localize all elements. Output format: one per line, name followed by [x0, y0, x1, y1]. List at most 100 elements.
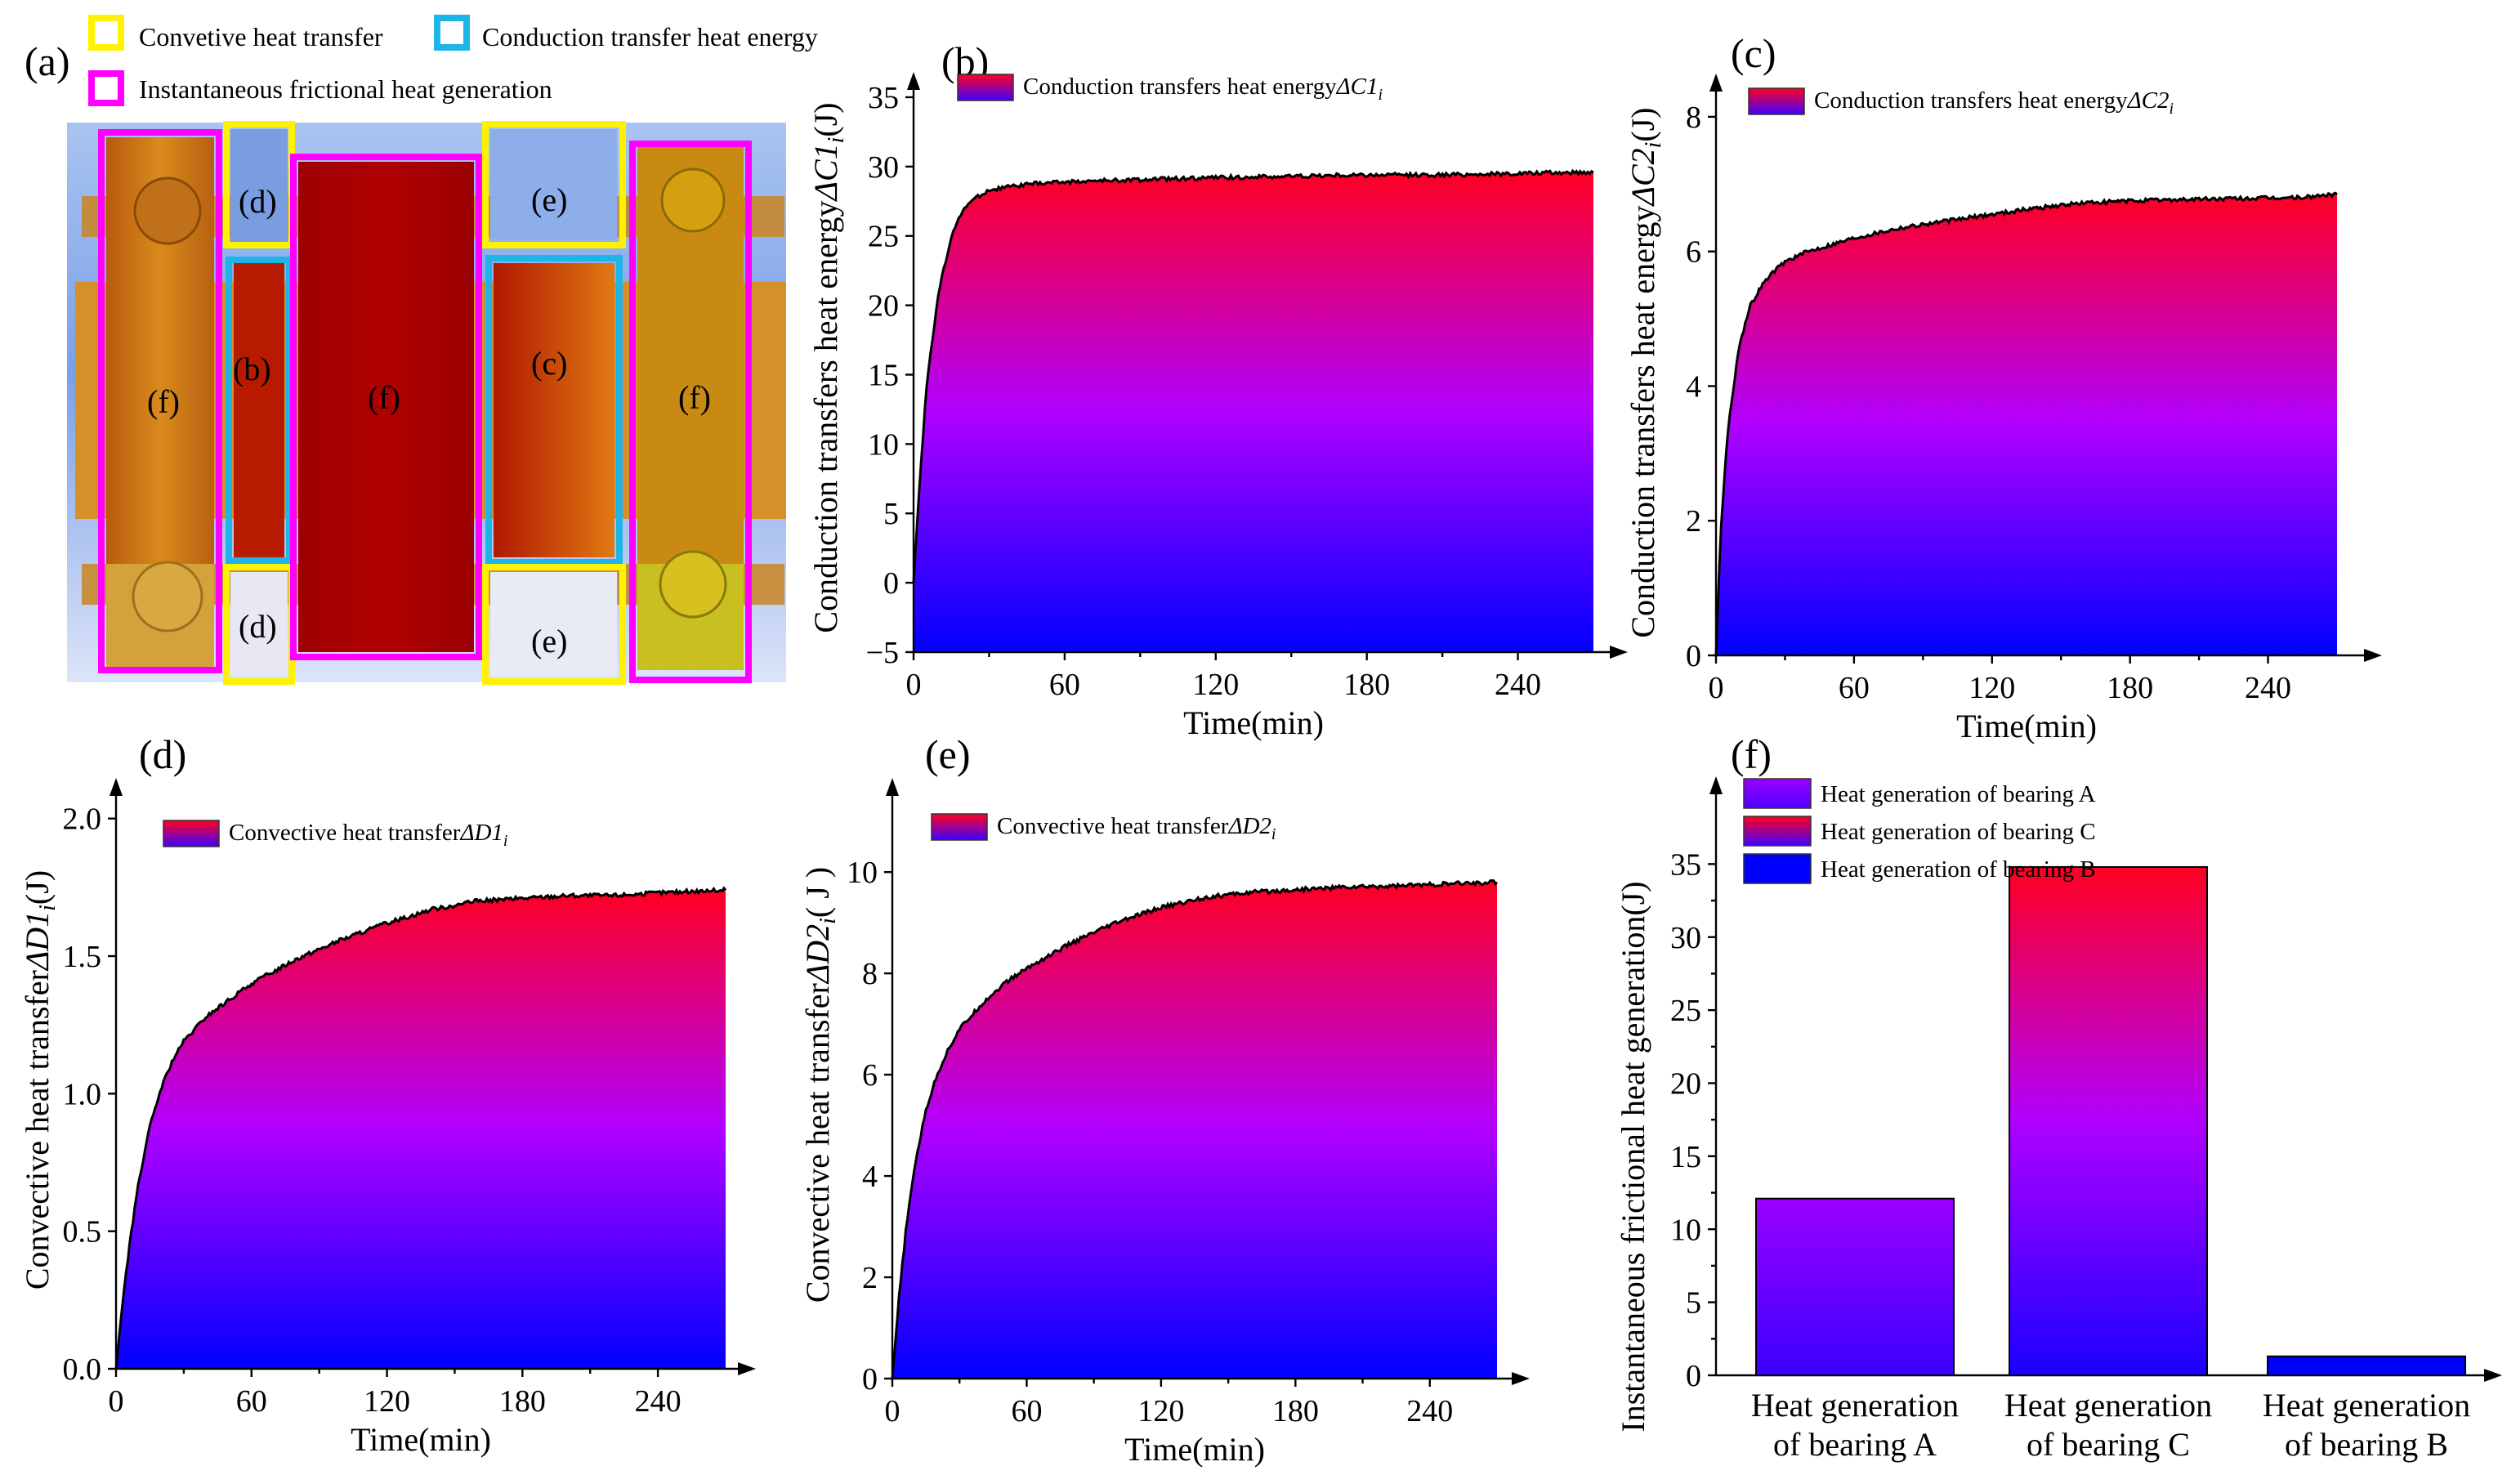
legend-label-f-0: Heat generation of bearing A — [1821, 781, 2096, 807]
x-category-label-line2: of bearing A — [1773, 1426, 1937, 1463]
label-f-left: (f) — [147, 383, 180, 420]
ball-left-bottom — [132, 561, 203, 632]
region-b — [234, 263, 284, 557]
x-category-label-line2: of bearing C — [2027, 1426, 2190, 1463]
x-category-label-line1: Heat generation — [2263, 1387, 2470, 1424]
y-tick-label-d: 0.0 — [63, 1352, 102, 1387]
legend-label-f-1: Heat generation of bearing C — [1821, 819, 2096, 845]
legend-label-f-2: Heat generation of bearing B — [1821, 856, 2096, 883]
x-axis-arrow-d — [738, 1362, 756, 1375]
x-tick-label-e: 120 — [1137, 1394, 1184, 1428]
legend-swatch-c — [1748, 87, 1805, 115]
region-d-top — [230, 129, 288, 242]
x-tick-label-c: 0 — [1709, 671, 1724, 705]
x-tick-label-d: 120 — [364, 1384, 410, 1419]
y-axis-label-c: Conduction transfers heat energyΔC2i(J) — [1624, 107, 1666, 637]
box-conduction-c — [485, 255, 623, 565]
legend-label-c: Conduction transfers heat energyΔC2i — [1814, 87, 2174, 118]
y-tick-label-c: 8 — [1686, 101, 1701, 135]
x-tick-label-c: 60 — [1839, 671, 1870, 705]
bar-B — [2267, 1355, 2466, 1376]
box-friction-center — [290, 154, 482, 660]
ball-left-top — [133, 177, 202, 245]
x-tick-label-b: 60 — [1049, 668, 1080, 702]
x-tick-label-d: 180 — [499, 1384, 546, 1419]
x-axis-arrow-b — [1610, 646, 1628, 659]
y-tick-label-b: 5 — [883, 497, 899, 531]
x-axis-label-e: Time(min) — [1124, 1431, 1265, 1468]
y-tick-label-e: 4 — [862, 1160, 878, 1194]
legend-swatch-f-0 — [1743, 778, 1812, 809]
panel-a: (a) Convetive heat transfer Conduction t… — [25, 15, 818, 685]
chart-b: 0 60 120 180 240−505101520253035Time(min)Con… — [807, 72, 1628, 741]
panel-c-label: (c) — [1731, 30, 1776, 76]
area-line-e — [891, 878, 1499, 1379]
region-d-bottom — [230, 572, 288, 677]
area-line-c — [1714, 191, 2338, 656]
x-tick-label-e: 0 — [885, 1394, 900, 1428]
y-tick-label-b: 30 — [868, 150, 899, 185]
legend-conduction-swatch — [434, 15, 470, 51]
label-f-right: (f) — [678, 379, 711, 416]
y-tick-label-e: 10 — [847, 856, 878, 890]
x-tick-label-e: 60 — [1011, 1394, 1042, 1428]
y-axis-label-e: Convective heat transferΔD2i( J ) — [799, 867, 841, 1303]
area-fill-e — [892, 880, 1497, 1379]
y-tick-label-d: 1.0 — [63, 1077, 102, 1111]
legend-convective-swatch — [88, 15, 124, 51]
y-tick-label-f: 20 — [1670, 1067, 1701, 1102]
x-tick-label-b: 120 — [1192, 668, 1239, 702]
x-tick-label-e: 240 — [1406, 1394, 1453, 1428]
y-axis-arrow-e — [886, 778, 899, 796]
box-convective-e-top — [482, 121, 626, 248]
ball-right-top — [660, 168, 726, 233]
x-axis-arrow-c — [2364, 649, 2382, 662]
area-fill-d — [116, 887, 726, 1369]
region-e-top — [490, 129, 617, 239]
x-axis-arrow-f — [2484, 1369, 2502, 1382]
y-tick-label-b: 20 — [868, 289, 899, 324]
chart-c: 0 60 120 180 240 0 2 4 6 8 Time(min) Conduction tra… — [1624, 74, 2382, 744]
y-tick-label-e: 6 — [862, 1058, 878, 1093]
panel-f-label: (f) — [1731, 731, 1772, 777]
region-f-center — [298, 162, 474, 652]
y-tick-label-f: 15 — [1670, 1140, 1701, 1174]
x-tick-label-b: 180 — [1343, 668, 1390, 702]
legend-swatch-f-2 — [1743, 853, 1812, 884]
y-tick-label-f: 10 — [1670, 1213, 1701, 1247]
box-conduction-b — [226, 257, 293, 564]
x-tick-label-c: 240 — [2245, 671, 2291, 705]
bearing-scene: (d) (b) (d) (f) (f) (f) (e) (c) (e) — [67, 121, 786, 685]
y-axis-arrow-c — [1709, 74, 1723, 92]
x-category-label-line1: Heat generation — [2004, 1387, 2212, 1424]
y-tick-label-b: 10 — [868, 427, 899, 462]
y-axis-label-d: Convective heat transferΔD1i(J) — [19, 870, 60, 1290]
legend-swatch-b — [957, 74, 1014, 101]
box-friction-right — [629, 141, 752, 683]
legend-swatch-f-1 — [1743, 816, 1812, 847]
panel-d-label: (d) — [139, 731, 186, 777]
box-convective-e-bottom — [482, 564, 626, 685]
x-axis-arrow-e — [1512, 1372, 1530, 1385]
y-tick-label-f: 35 — [1670, 847, 1701, 882]
y-tick-label-e: 2 — [862, 1261, 878, 1295]
y-axis-label-b: Conduction transfers heat energyΔC1i(J) — [807, 102, 849, 632]
x-tick-label-d: 60 — [236, 1384, 267, 1419]
y-tick-label-d: 1.5 — [63, 940, 102, 974]
area-line-d — [114, 886, 727, 1370]
region-c — [494, 263, 614, 557]
panel-e-label: (e) — [925, 731, 971, 777]
y-tick-label-f: 0 — [1686, 1359, 1701, 1393]
x-tick-label-c: 180 — [2107, 671, 2153, 705]
y-tick-label-b: 0 — [883, 566, 899, 601]
y-tick-label-b: −5 — [866, 636, 899, 670]
x-tick-label-e: 180 — [1272, 1394, 1319, 1428]
y-tick-label-f: 25 — [1670, 994, 1701, 1028]
bar-A — [1755, 1197, 1955, 1377]
label-e-bottom: (e) — [531, 623, 567, 659]
y-axis-arrow-f — [1709, 776, 1723, 794]
x-tick-label-d: 240 — [635, 1384, 681, 1419]
box-friction-left — [98, 129, 222, 673]
